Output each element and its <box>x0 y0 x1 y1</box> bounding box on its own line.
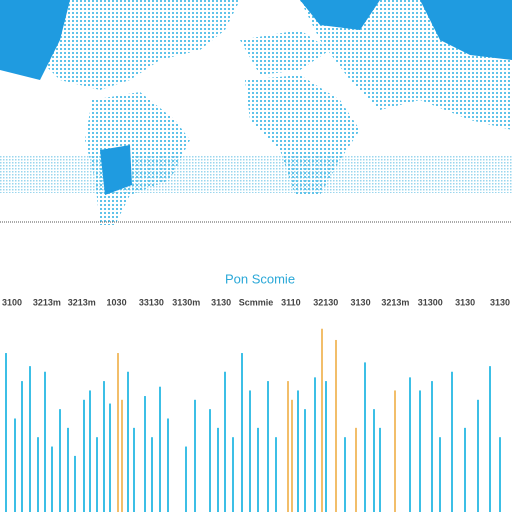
x-label: Scmmie <box>239 297 274 307</box>
x-label: 3130 <box>211 297 231 307</box>
bar <box>209 409 211 512</box>
x-label: 3130 <box>455 297 475 307</box>
bar <box>489 366 491 512</box>
x-label: 3130 <box>351 297 371 307</box>
bar <box>267 381 269 512</box>
bar <box>499 437 501 512</box>
bar <box>355 427 357 512</box>
world-map <box>0 0 512 225</box>
bar <box>194 399 196 512</box>
x-label: 31300 <box>418 297 443 307</box>
bar <box>51 446 53 512</box>
bar <box>133 427 135 512</box>
bar <box>477 399 479 512</box>
bar <box>117 353 119 512</box>
bar <box>431 381 433 512</box>
bar <box>109 403 111 512</box>
bar <box>344 437 346 512</box>
bar <box>364 362 366 512</box>
bar <box>373 409 375 512</box>
bar <box>439 437 441 512</box>
bar <box>74 455 76 512</box>
bar <box>96 437 98 512</box>
bar <box>37 437 39 512</box>
bar <box>287 381 289 512</box>
bar <box>29 366 31 512</box>
asia-solid <box>420 0 512 60</box>
north-america-solid <box>0 0 70 80</box>
bar <box>217 427 219 512</box>
bar <box>127 371 129 512</box>
bar <box>185 446 187 512</box>
bar <box>232 437 234 512</box>
bar <box>103 381 105 512</box>
x-label: 33130 <box>139 297 164 307</box>
x-label: 3213m <box>68 297 96 307</box>
bar <box>249 390 251 512</box>
x-label: 3130 <box>490 297 510 307</box>
bar <box>314 377 316 512</box>
bar <box>21 381 23 512</box>
bar <box>419 390 421 512</box>
bar <box>151 437 153 512</box>
bar <box>89 390 91 512</box>
x-label: 32130 <box>313 297 338 307</box>
bar <box>464 427 466 512</box>
x-label: 3130m <box>172 297 200 307</box>
x-label: 3213m <box>33 297 61 307</box>
bar <box>291 399 293 512</box>
bar <box>224 371 226 512</box>
x-label: 3110 <box>281 297 301 307</box>
x-label: 1030 <box>107 297 127 307</box>
bar <box>167 418 169 512</box>
bar <box>67 427 69 512</box>
bar <box>394 390 396 512</box>
bar <box>257 427 259 512</box>
europe-solid <box>300 0 380 30</box>
africa <box>245 75 360 195</box>
x-label: 3213m <box>381 297 409 307</box>
bar <box>159 386 161 512</box>
bar <box>59 409 61 512</box>
bar <box>144 396 146 512</box>
x-label: 3100 <box>2 297 22 307</box>
bar <box>321 328 323 512</box>
bar <box>379 427 381 512</box>
bar <box>304 409 306 512</box>
bar <box>335 339 337 512</box>
south-america <box>85 92 190 225</box>
bar <box>44 371 46 512</box>
map-band <box>0 155 512 193</box>
bar <box>14 418 16 512</box>
bar <box>275 437 277 512</box>
south-america-solid <box>100 145 132 195</box>
bar <box>325 381 327 512</box>
bar <box>297 390 299 512</box>
bar <box>5 353 7 512</box>
bar <box>451 371 453 512</box>
europe <box>240 30 330 75</box>
chart-title: Pon Scomie <box>225 271 295 286</box>
bar <box>409 377 411 512</box>
bar <box>121 399 123 512</box>
bar <box>241 353 243 512</box>
bar <box>83 399 85 512</box>
